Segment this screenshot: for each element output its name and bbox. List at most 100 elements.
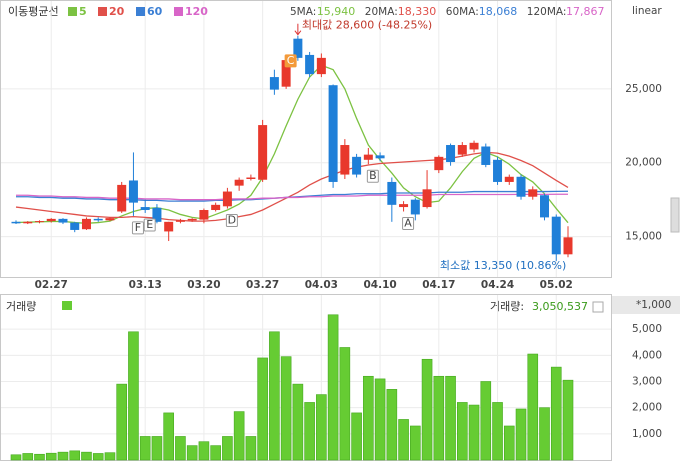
marker-label: B [369,169,377,182]
volume-bar [503,425,515,461]
ma-current: 18,330 [398,5,437,18]
candle-body [222,191,232,207]
volume-bar [175,436,186,461]
candle-body [34,221,44,223]
volume-bar [316,394,327,461]
candle-body [81,218,91,230]
x-tick-label: 03.13 [129,279,162,291]
volume-bar [480,381,492,461]
volume-bar [104,452,116,461]
volume-bar [222,436,233,461]
candle-body [340,145,350,175]
volume-bar [269,331,280,461]
candle-body [446,145,456,163]
candle-body [328,85,338,182]
candle-body [516,176,526,197]
volume-bar [433,375,445,461]
candle-body [293,38,303,58]
candle-body [46,218,56,222]
candle-body [23,221,33,224]
volume-bar [280,356,292,461]
y-tick-label: 4,000 [632,349,662,361]
ma-line [15,151,569,222]
volume-bar [515,408,527,461]
volume-bar [233,411,245,461]
volume-bar [445,375,456,461]
scale-label: linear [632,5,662,17]
x-tick-label: 03.27 [246,279,279,291]
volume-bar [45,452,57,461]
volume-unit: *1,000 [636,299,671,311]
marker-label: D [228,214,236,227]
candle-body [563,237,573,255]
volume-bar [421,358,433,461]
ma-header: 120MA: [527,6,567,18]
candle-body [281,60,291,87]
candle-body [399,204,409,208]
candle-body [152,207,162,222]
candle-body [493,159,503,182]
ma-current: 17,867 [566,5,605,18]
candle-body [352,156,362,175]
legend-swatch [174,7,183,16]
candle-body [434,156,444,171]
candle-body [70,222,80,230]
scroll-handle[interactable] [670,197,680,233]
marker-box [402,216,415,230]
ma-header: 20MA: [365,6,398,18]
volume-header: 거래량: [490,300,524,313]
candle-body [164,221,174,232]
volume-bar [351,412,362,461]
volume-bar [492,402,503,461]
close-box[interactable] [592,301,604,313]
candle-body [410,199,420,215]
volume-bar [139,436,151,461]
min-label: 최소값 13,350 (10.86%) [440,259,566,272]
volume-bar [210,445,221,461]
candle-body [551,216,561,255]
volume-bar [116,383,128,461]
candle-body [469,142,479,150]
ma-line [16,193,569,201]
candle-body [11,221,21,224]
legend-label: 120 [185,5,208,18]
price-panel [0,0,612,278]
volume-current: 3,050,537 [532,300,588,313]
candle-body [187,218,197,221]
marker-box [225,214,238,228]
candle-body [117,184,127,212]
volume-bar [410,425,421,461]
volume-bar [151,436,163,461]
candle-body [316,57,326,75]
y-tick-label: 20,000 [625,157,662,169]
y-tick-label: 2,000 [632,402,662,414]
candle-body [481,146,491,165]
x-tick-label: 03.20 [187,279,220,291]
x-tick-label: 04.03 [305,279,338,291]
candle-body [457,145,467,155]
y-tick-label: 15,000 [625,231,662,243]
volume-bar [550,366,562,461]
volume-bar [163,412,174,461]
volume-bar [327,314,339,461]
y-tick-label: 1,000 [632,428,662,440]
marker-label: C [287,54,295,67]
x-tick-label: 05.02 [540,279,573,291]
candle-body [305,54,315,75]
candle-body [363,154,373,160]
candle-body [199,210,209,220]
legend-swatch [136,7,145,16]
volume-bar [468,404,480,461]
marker-box [284,54,297,68]
volume-bar [527,353,539,461]
legend-label: 5 [79,5,87,18]
volume-bar [92,453,104,461]
ma-current: 18,068 [479,5,518,18]
volume-bar [81,451,92,461]
volume-bar [374,378,386,461]
candle-body [105,218,115,221]
volume-bar [398,419,409,461]
candle-body [422,189,432,208]
ma-line [15,64,569,224]
marker-label: A [404,216,412,229]
